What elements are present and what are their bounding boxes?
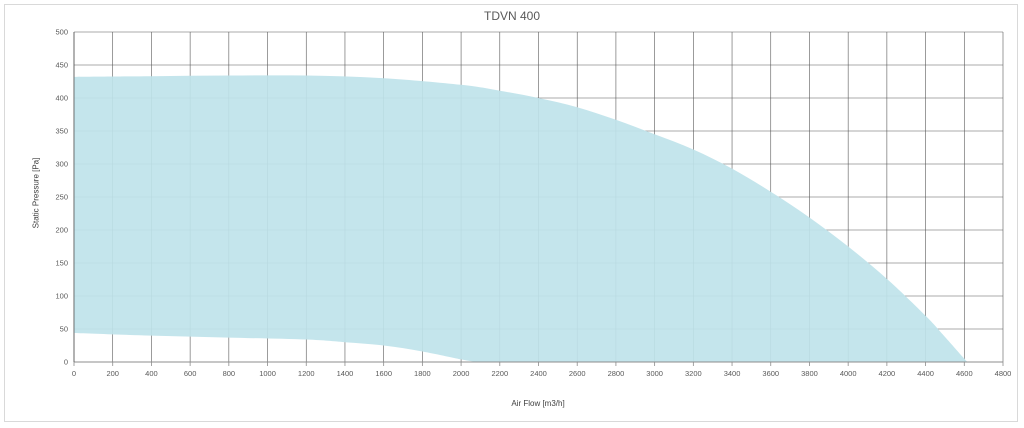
y-tick-label: 250 — [55, 193, 68, 202]
x-axis-label: Air Flow [m3/h] — [511, 399, 565, 408]
x-tick-label: 800 — [223, 369, 236, 378]
x-tick-label: 3600 — [762, 369, 779, 378]
x-tick-label: 4400 — [917, 369, 934, 378]
x-tick-label: 2000 — [453, 369, 470, 378]
y-tick-labels: 0 50 100 150 200 250 300 350 400 450 500 — [55, 28, 68, 367]
x-tick-label: 1800 — [414, 369, 431, 378]
x-tick-labels: 0 200 400 600 800 1000 1200 1400 1600 1800 2000 220… — [72, 369, 1011, 378]
x-tick-label: 2600 — [569, 369, 586, 378]
x-tick-label: 3200 — [685, 369, 702, 378]
operating-area — [74, 75, 969, 362]
y-tick-label: 0 — [64, 358, 68, 367]
y-tick-label: 400 — [55, 94, 68, 103]
y-tick-label: 350 — [55, 127, 68, 136]
y-tick-label: 200 — [55, 226, 68, 235]
y-tick-label: 500 — [55, 28, 68, 37]
x-tick-label: 3800 — [801, 369, 818, 378]
x-tick-label: 600 — [184, 369, 197, 378]
x-tick-label: 1600 — [375, 369, 392, 378]
y-tick-label: 50 — [60, 325, 68, 334]
x-tick-label: 2400 — [530, 369, 547, 378]
x-tick-label: 4800 — [995, 369, 1012, 378]
x-tick-label: 1200 — [298, 369, 315, 378]
y-tick-label: 300 — [55, 160, 68, 169]
x-tick-label: 4200 — [879, 369, 896, 378]
chart-title: TDVN 400 — [483, 9, 541, 23]
x-tick-label: 4000 — [840, 369, 857, 378]
x-tick-label: 400 — [145, 369, 158, 378]
y-tick-label: 150 — [55, 259, 68, 268]
x-tick-label: 2200 — [491, 369, 508, 378]
y-tick-label: 100 — [55, 292, 68, 301]
plot-border — [73, 32, 1004, 366]
x-tick-label: 1000 — [259, 369, 276, 378]
y-tick-label: 450 — [55, 61, 68, 70]
x-tick-label: 4600 — [956, 369, 973, 378]
x-tick-label: 200 — [106, 369, 119, 378]
x-tick-label: 1400 — [337, 369, 354, 378]
x-tick-label: 2800 — [608, 369, 625, 378]
x-tick-label: 3400 — [724, 369, 741, 378]
x-tick-label: 3000 — [646, 369, 663, 378]
x-tick-label: 0 — [72, 369, 76, 378]
